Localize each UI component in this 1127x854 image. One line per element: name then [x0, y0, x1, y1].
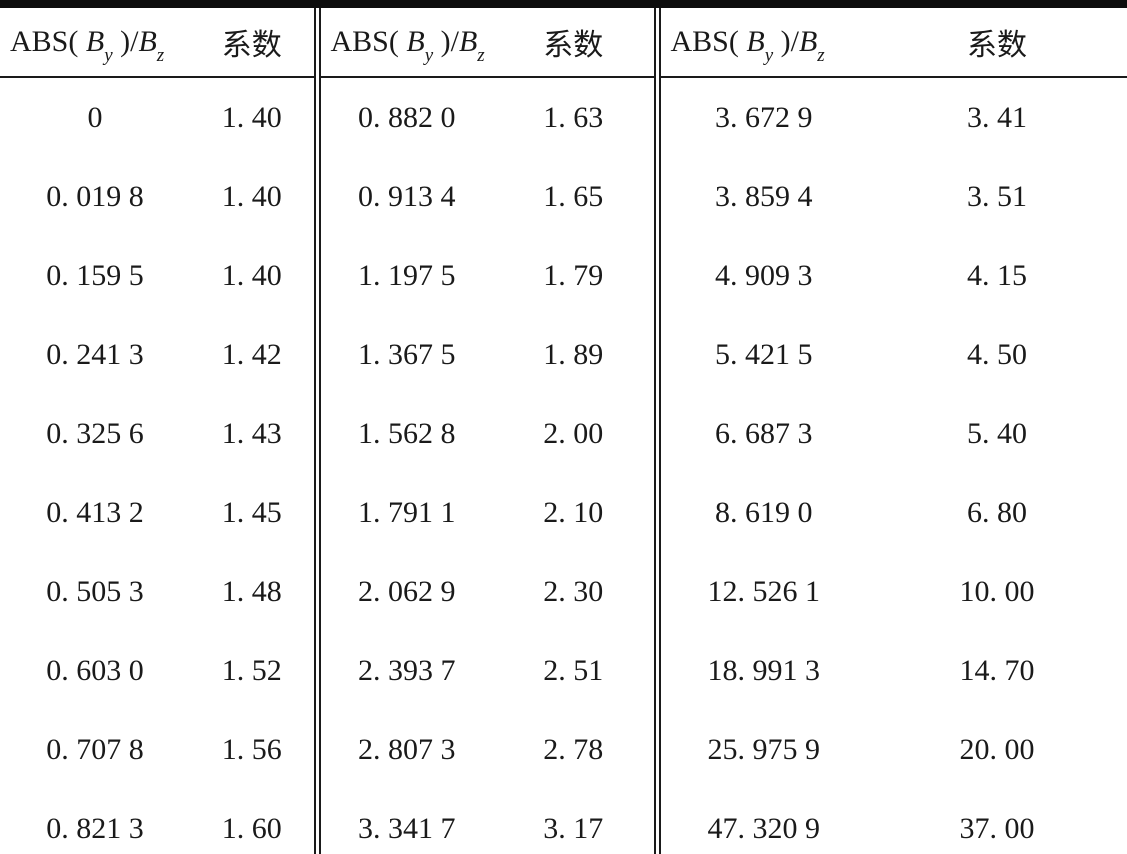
b-symbol: B — [85, 25, 105, 58]
ratio-cell: 8. 619 0 — [653, 473, 867, 552]
paren-slash: )/ — [433, 25, 459, 58]
ratio-header-group1: ABS( By )/Bz — [0, 4, 190, 78]
b-symbol: B — [458, 25, 478, 58]
ratio-cell: 1. 562 8 — [313, 394, 493, 473]
ratio-cell: 4. 909 3 — [653, 236, 867, 315]
b-symbol: B — [798, 25, 818, 58]
ratio-header-group2: ABS( By )/Bz — [313, 4, 493, 78]
coeff-cell: 20. 00 — [959, 732, 1035, 766]
subscript-z: z — [477, 45, 485, 67]
coeff-cell: 1. 79 — [543, 258, 604, 292]
table-row: 0. 707 8 1. 56 2. 807 3 2. 78 25. 975 9 20. 0… — [0, 710, 1127, 789]
table-row: 0. 821 3 1. 60 3. 341 7 3. 17 47. 320 9 37. 0… — [0, 789, 1127, 854]
table-row: 0. 603 0 1. 52 2. 393 7 2. 51 18. 991 3 14. 7… — [0, 631, 1127, 710]
ratio-cell: 0. 603 0 — [46, 653, 144, 687]
table-row: 0. 505 3 1. 48 2. 062 9 2. 30 12. 526 1 10. 0… — [0, 552, 1127, 631]
table-row: 0. 413 2 1. 45 1. 791 1 2. 10 8. 619 0 6. 80 — [0, 473, 1127, 552]
table-row: 0 1. 40 0. 882 0 1. 63 3. 672 9 3. 41 — [0, 77, 1127, 157]
ratio-cell: 0. 707 8 — [46, 732, 144, 766]
coeff-cell: 1. 42 — [221, 337, 282, 371]
ratio-cell: 0. 019 8 — [46, 179, 144, 213]
ratio-cell: 12. 526 1 — [653, 552, 867, 631]
coeff-cell: 1. 43 — [221, 416, 282, 450]
ratio-cell: 0. 821 3 — [46, 811, 144, 845]
ratio-cell: 2. 807 3 — [313, 710, 493, 789]
ratio-cell: 0. 159 5 — [46, 258, 144, 292]
abs-prefix: ABS( — [330, 25, 407, 58]
coeff-cell: 4. 15 — [967, 258, 1027, 292]
ratio-cell: 3. 341 7 — [313, 789, 493, 854]
subscript-y: y — [424, 45, 434, 67]
ratio-cell: 6. 687 3 — [653, 394, 867, 473]
ratio-cell: 2. 393 7 — [313, 631, 493, 710]
paren-slash: )/ — [112, 25, 139, 58]
ratio-cell: 25. 975 9 — [653, 710, 867, 789]
table-row: 0. 241 3 1. 42 1. 367 5 1. 89 5. 421 5 4. 50 — [0, 315, 1127, 394]
ratio-cell: 0. 505 3 — [46, 574, 144, 608]
ratio-cell: 0. 241 3 — [46, 337, 144, 371]
coeff-cell: 2. 78 — [543, 732, 604, 766]
coeff-cell: 6. 80 — [967, 495, 1027, 529]
ratio-header-group3: ABS( By )/Bz — [653, 4, 867, 78]
ratio-cell: 1. 197 5 — [313, 236, 493, 315]
coeff-cell: 1. 63 — [543, 100, 604, 134]
ratio-cell: 0 — [87, 100, 103, 134]
ratio-cell: 0. 913 4 — [313, 157, 493, 236]
table-row: 0. 159 5 1. 40 1. 197 5 1. 79 4. 909 3 4. 15 — [0, 236, 1127, 315]
coeff-cell: 1. 40 — [221, 258, 282, 292]
table-row: 0. 325 6 1. 43 1. 562 8 2. 00 6. 687 3 5. 40 — [0, 394, 1127, 473]
coeff-cell: 1. 65 — [543, 179, 604, 213]
coeff-cell: 1. 40 — [221, 179, 282, 213]
coeff-cell: 10. 00 — [959, 574, 1035, 608]
table-body: 0 1. 40 0. 882 0 1. 63 3. 672 9 3. 41 0. 019 8… — [0, 77, 1127, 854]
coeff-header-group3: 系数 — [867, 4, 1127, 78]
coeff-cell: 37. 00 — [959, 811, 1035, 845]
b-symbol: B — [746, 25, 765, 58]
abs-prefix: ABS( — [670, 25, 747, 58]
table-row: 0. 019 8 1. 40 0. 913 4 1. 65 3. 859 4 3. 51 — [0, 157, 1127, 236]
ratio-cell: 1. 791 1 — [313, 473, 493, 552]
b-symbol: B — [406, 25, 425, 58]
coeff-cell: 2. 51 — [543, 653, 604, 687]
coeff-cell: 2. 10 — [543, 495, 604, 529]
subscript-y: y — [764, 45, 774, 67]
coeff-cell: 3. 51 — [967, 179, 1027, 213]
coeff-cell: 2. 30 — [543, 574, 604, 608]
coeff-cell: 1. 60 — [221, 811, 282, 845]
subscript-z: z — [156, 45, 165, 67]
coeff-cell: 14. 70 — [959, 653, 1035, 687]
coeff-cell: 3. 41 — [967, 100, 1027, 134]
coeff-cell: 3. 17 — [543, 811, 604, 845]
ratio-cell: 1. 367 5 — [313, 315, 493, 394]
ratio-cell: 3. 859 4 — [653, 157, 867, 236]
coeff-cell: 4. 50 — [967, 337, 1027, 371]
abs-prefix: ABS( — [10, 25, 86, 58]
coeff-cell: 5. 40 — [967, 416, 1027, 450]
ratio-cell: 0. 413 2 — [46, 495, 144, 529]
coeff-cell: 1. 56 — [221, 732, 282, 766]
coeff-cell: 1. 45 — [221, 495, 282, 529]
ratio-cell: 3. 672 9 — [653, 77, 867, 157]
subscript-y: y — [104, 45, 113, 67]
b-symbol: B — [138, 25, 157, 58]
ratio-cell: 2. 062 9 — [313, 552, 493, 631]
coeff-cell: 1. 48 — [221, 574, 282, 608]
coeff-cell: 2. 00 — [543, 416, 604, 450]
coeff-cell: 1. 52 — [221, 653, 282, 687]
coeff-header-group2: 系数 — [493, 4, 657, 78]
coeff-cell: 1. 89 — [543, 337, 604, 371]
coeff-header-group1: 系数 — [190, 4, 317, 78]
coeff-cell: 1. 40 — [221, 100, 282, 134]
ratio-cell: 0. 325 6 — [46, 416, 144, 450]
ratio-cell: 47. 320 9 — [653, 789, 867, 854]
ratio-cell: 18. 991 3 — [653, 631, 867, 710]
paren-slash: )/ — [773, 25, 799, 58]
header-row: ABS( By )/Bz 系数 ABS( By )/Bz 系数 ABS( By … — [0, 4, 1127, 78]
ratio-cell: 5. 421 5 — [653, 315, 867, 394]
subscript-z: z — [817, 45, 825, 67]
ratio-cell: 0. 882 0 — [313, 77, 493, 157]
